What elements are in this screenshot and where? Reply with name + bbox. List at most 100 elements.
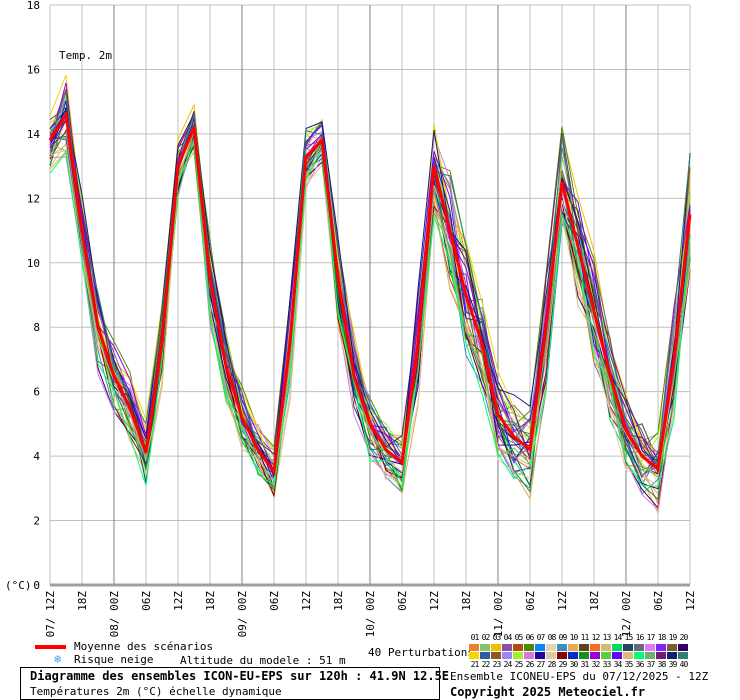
x-tick-label: 12Z — [556, 591, 569, 611]
member-color-swatch — [601, 644, 611, 651]
member-number: 07 — [536, 633, 546, 642]
member-color-swatch — [634, 652, 644, 659]
member-number: 16 — [635, 633, 645, 642]
x-tick-label: 06Z — [140, 591, 153, 611]
member-color-swatch — [634, 644, 644, 651]
member-color-swatch — [590, 652, 600, 659]
perturbations-label: 40 Perturbations — [368, 646, 474, 659]
y-tick-label: 16 — [27, 63, 40, 76]
member-number: 23 — [492, 660, 502, 669]
mean-legend-swatch — [35, 645, 66, 649]
member-number: 02 — [481, 633, 491, 642]
member-color-swatch — [623, 652, 633, 659]
member-number: 22 — [481, 660, 491, 669]
x-tick-label: 18Z — [460, 591, 473, 611]
member-number: 26 — [525, 660, 535, 669]
member-color-swatch — [469, 644, 479, 651]
member-color-swatch — [546, 644, 556, 651]
member-number: 29 — [558, 660, 568, 669]
member-number: 27 — [536, 660, 546, 669]
member-color-swatch — [656, 652, 666, 659]
snowflake-icon: ❄ — [54, 652, 62, 666]
x-tick-label: 18Z — [76, 591, 89, 611]
member-color-swatch — [612, 644, 622, 651]
mean-line — [48, 110, 692, 477]
member-number: 38 — [657, 660, 667, 669]
member-number: 06 — [525, 633, 535, 642]
mean-legend-label: Moyenne des scénarios — [74, 640, 214, 653]
x-tick-label: 07/ 12Z — [44, 591, 57, 638]
x-tick-label: 12Z — [300, 591, 313, 611]
member-number: 40 — [679, 660, 689, 669]
x-tick-label: 11/ 00Z — [492, 591, 505, 638]
x-tick-label: 06Z — [652, 591, 665, 611]
member-number: 20 — [679, 633, 689, 642]
x-tick-label: 06Z — [396, 591, 409, 611]
member-line-36 — [49, 141, 691, 490]
member-number: 12 — [591, 633, 601, 642]
member-number: 30 — [569, 660, 579, 669]
member-number: 04 — [503, 633, 513, 642]
copyright: Copyright 2025 Meteociel.fr — [450, 685, 646, 699]
member-color-swatch — [480, 644, 490, 651]
member-color-swatch — [623, 644, 633, 651]
y-tick-label: 6 — [33, 386, 40, 399]
chart-title: Temp. 2m — [59, 49, 112, 62]
member-number: 39 — [668, 660, 678, 669]
member-color-swatch — [502, 644, 512, 651]
temperature-chart: 0 2 4 6 8 10 12 14 16 18 07/ 12Z 18Z 08/ 00Z 06Z 12Z 18… — [5, 0, 697, 638]
member-color-swatch — [513, 652, 523, 659]
snow-legend-label: Risque neige — [74, 653, 154, 666]
member-number: 01 — [470, 633, 480, 642]
member-color-swatch — [535, 644, 545, 651]
member-color-swatch — [568, 652, 578, 659]
member-color-swatch — [579, 644, 589, 651]
member-number: 08 — [547, 633, 557, 642]
member-number: 17 — [646, 633, 656, 642]
y-tick-label: 10 — [27, 257, 40, 270]
member-color-swatch — [513, 644, 523, 651]
member-color-swatch — [524, 652, 534, 659]
member-number: 32 — [591, 660, 601, 669]
member-color-swatch — [667, 644, 677, 651]
diagram-title: Diagramme des ensembles ICON-EU-EPS sur … — [30, 669, 450, 683]
altitude-label: Altitude du modele : 51 m — [180, 654, 346, 667]
member-number: 34 — [613, 660, 623, 669]
member-number: 33 — [602, 660, 612, 669]
member-color-swatch — [667, 652, 677, 659]
member-number: 35 — [624, 660, 634, 669]
x-tick-label: 08/ 00Z — [108, 591, 121, 638]
member-number: 15 — [624, 633, 634, 642]
member-color-swatch — [502, 652, 512, 659]
x-tick-label: 12Z — [684, 591, 697, 611]
x-tick-label: 06Z — [524, 591, 537, 611]
member-color-swatch — [557, 644, 567, 651]
x-tick-label: 12Z — [428, 591, 441, 611]
member-color-swatch — [645, 644, 655, 651]
y-tick-label: 2 — [33, 515, 40, 528]
member-number: 03 — [492, 633, 502, 642]
member-color-swatch — [557, 652, 567, 659]
member-color-swatch — [568, 644, 578, 651]
member-color-swatch — [469, 652, 479, 659]
member-number: 36 — [635, 660, 645, 669]
member-color-swatch — [546, 652, 556, 659]
member-color-swatch — [535, 652, 545, 659]
member-number: 10 — [569, 633, 579, 642]
member-color-swatch — [579, 652, 589, 659]
member-number: 19 — [668, 633, 678, 642]
member-color-swatch — [491, 644, 501, 651]
x-tick-label: 06Z — [268, 591, 281, 611]
x-tick-label: 12Z — [172, 591, 185, 611]
member-number: 31 — [580, 660, 590, 669]
y-tick-label: 0 — [33, 579, 40, 592]
x-tick-label: 18Z — [332, 591, 345, 611]
member-color-legend: 01 02 03 04 05 06 07 08 09 10 11 12 13 14 15 16 17 18 19 20… — [469, 633, 694, 669]
member-color-swatch — [612, 652, 622, 659]
member-color-swatch — [645, 652, 655, 659]
y-tick-label: 18 — [27, 0, 40, 12]
member-color-swatch — [491, 652, 501, 659]
diagram-subtitle: Températures 2m (°C) échelle dynamique — [30, 685, 282, 698]
member-number: 25 — [514, 660, 524, 669]
title-box: Diagramme des ensembles ICON-EU-EPS sur … — [20, 667, 449, 700]
